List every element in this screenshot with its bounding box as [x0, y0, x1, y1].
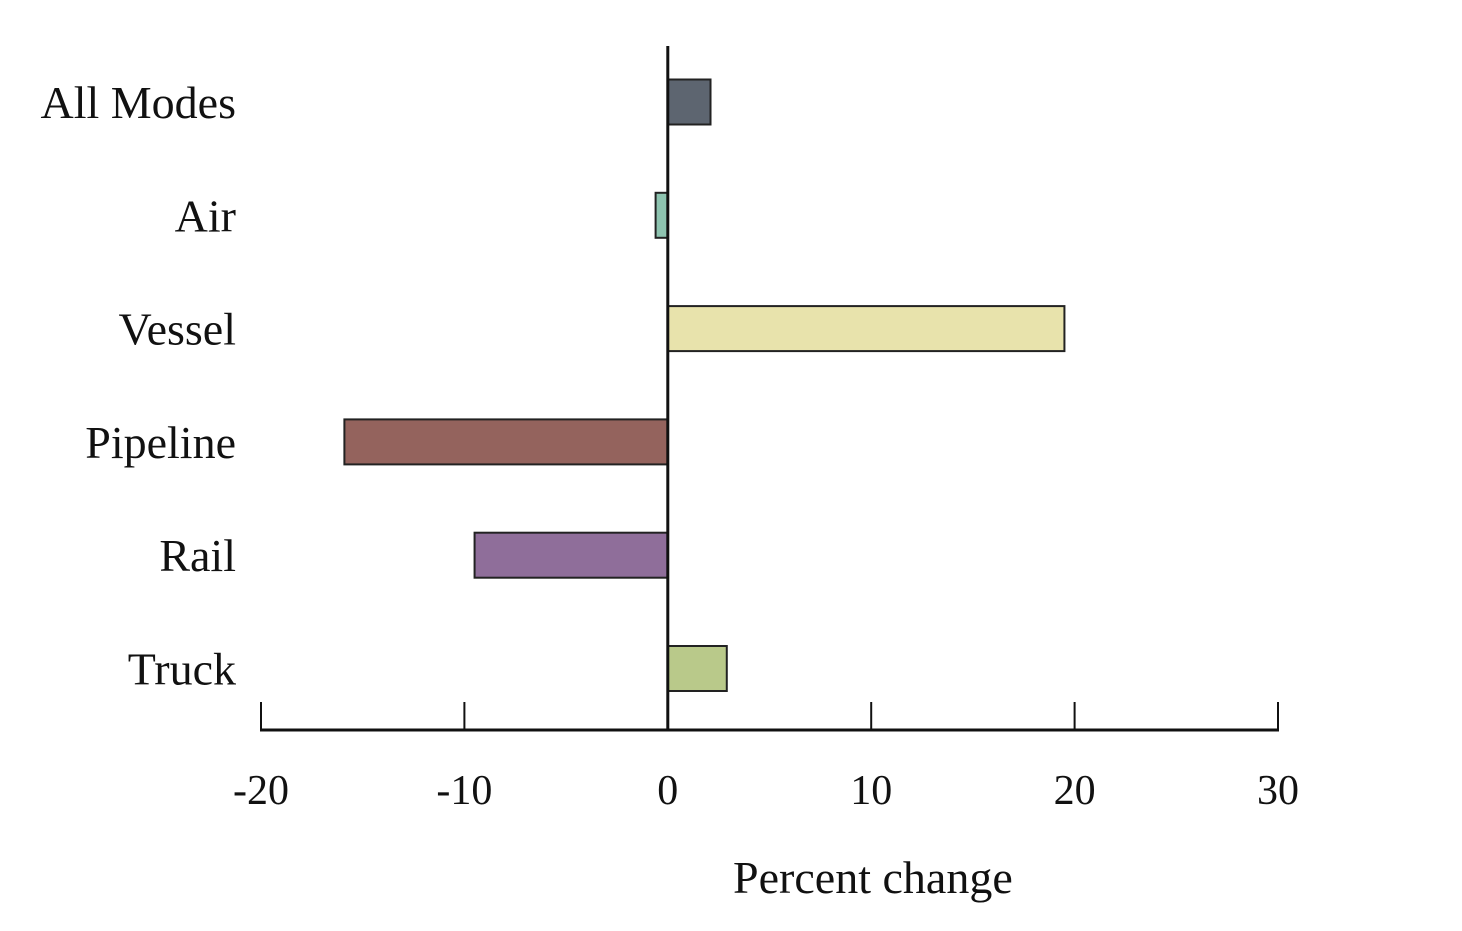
- bar-rail: [473, 531, 669, 579]
- bars-group: [343, 78, 1066, 692]
- x-tick-label: -20: [233, 768, 289, 814]
- x-tick-label: 20: [1054, 768, 1096, 814]
- category-labels: All Modes Air Vessel Pipeline Rail Truck: [41, 77, 237, 695]
- x-tick-label: -10: [436, 768, 492, 814]
- category-label-rail: Rail: [159, 530, 236, 581]
- category-label-air: Air: [175, 190, 236, 241]
- x-tick-label: 30: [1257, 768, 1299, 814]
- x-tick-label: 10: [850, 768, 892, 814]
- category-label-vessel: Vessel: [118, 304, 236, 355]
- category-label-all-modes: All Modes: [41, 77, 237, 128]
- bar-pipeline: [343, 418, 669, 466]
- x-axis-ticks: -20 -10 0 10 20 30: [233, 702, 1299, 814]
- x-axis-title: Percent change: [733, 852, 1013, 903]
- category-label-truck: Truck: [128, 644, 236, 695]
- bar-air: [654, 191, 669, 239]
- category-label-pipeline: Pipeline: [85, 417, 236, 468]
- bar-truck: [666, 645, 728, 692]
- bar-vessel: [666, 305, 1066, 353]
- x-tick-label: 0: [657, 768, 678, 814]
- bar-all-modes: [666, 78, 712, 126]
